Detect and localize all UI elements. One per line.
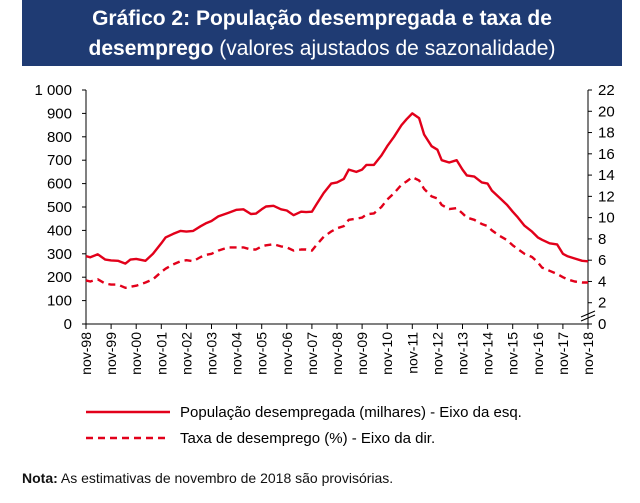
- y-right-tick-label: 20: [598, 103, 615, 120]
- x-tick-label: nov-18: [580, 332, 596, 375]
- x-tick-label: nov-14: [480, 332, 496, 375]
- x-tick-label: nov-04: [229, 332, 245, 375]
- x-tick-label: nov-15: [505, 332, 521, 375]
- series-line-unemployed-population: [85, 112, 589, 265]
- y-left-tick-label: 300: [47, 246, 72, 263]
- x-tick-label: nov-01: [153, 332, 169, 375]
- line-chart: 0 100 200 300 400 500 600 700 800 900 1 000 0 2 4 6 8 10…: [34, 82, 614, 447]
- legend-label: População desempregada (milhares) - Eixo…: [180, 404, 522, 421]
- y-right-tick-label: 10: [598, 210, 615, 227]
- y-left-tick-label: 200: [47, 269, 72, 286]
- x-tick-label: nov-09: [354, 332, 370, 375]
- y-right-tick-label: 8: [598, 231, 606, 248]
- y-right-tick-label: 6: [598, 252, 606, 269]
- y-right-tick-label: 18: [598, 125, 615, 142]
- x-tick-label: nov-03: [204, 332, 220, 375]
- y-left-tick-label: 900: [47, 105, 72, 122]
- y-left-tick-label: 100: [47, 293, 72, 310]
- y-right-tick-label: 22: [598, 82, 615, 99]
- chart-title-line-1: Gráfico 2: População desempregada e taxa…: [92, 7, 552, 30]
- x-tick-label: nov-06: [279, 332, 295, 375]
- chart-title-bar: Gráfico 2: População desempregada e taxa…: [22, 0, 622, 66]
- legend-label: Taxa de desemprego (%) - Eixo da dir.: [180, 430, 435, 447]
- chart-series: [85, 112, 589, 290]
- chart-axes: 0 100 200 300 400 500 600 700 800 900 1 000 0 2 4 6 8 10…: [34, 82, 614, 375]
- x-tick-label: nov-12: [429, 332, 445, 375]
- footnote-text: As estimativas de novembro de 2018 são p…: [60, 470, 394, 486]
- y-right-tick-label: 12: [598, 188, 615, 205]
- y-left-tick-label: 700: [47, 152, 72, 169]
- chart-subtitle: (valores ajustados de sazonalidade): [219, 37, 556, 60]
- y-left-tick-label: 400: [47, 222, 72, 239]
- chart-title-line-2: desemprego: [88, 37, 214, 60]
- y-left-tick-label: 800: [47, 129, 72, 146]
- y-left-tick-label: 1 000: [34, 82, 72, 99]
- x-tick-label: nov-10: [379, 332, 395, 375]
- series-line-unemployment-rate: [85, 175, 588, 290]
- y-left-tick-label: 500: [47, 199, 72, 216]
- x-tick-label: nov-98: [78, 332, 94, 375]
- y-right-tick-label: 16: [598, 146, 615, 163]
- y-right-tick-label: 14: [598, 167, 615, 184]
- x-tick-label: nov-16: [530, 332, 546, 375]
- axis-break-mark: [580, 310, 596, 318]
- x-tick-label: nov-99: [103, 332, 119, 375]
- x-tick-label: nov-11: [404, 332, 420, 374]
- y-right-tick-label: 0: [598, 316, 606, 333]
- y-right-tick-label: 2: [598, 295, 606, 312]
- x-tick-label: nov-05: [254, 332, 270, 375]
- x-tick-label: nov-13: [455, 332, 471, 375]
- x-tick-label: nov-17: [555, 332, 571, 375]
- x-tick-label: nov-02: [178, 332, 194, 375]
- x-tick-label: nov-08: [329, 332, 345, 375]
- x-tick-label: nov-07: [304, 332, 320, 375]
- footnote-label: Nota:: [22, 470, 58, 486]
- axis-break-mark: [580, 314, 596, 322]
- y-right-tick-label: 4: [598, 273, 606, 290]
- x-tick-label: nov-00: [128, 332, 144, 375]
- y-left-tick-label: 600: [47, 176, 72, 193]
- chart-legend: População desempregada (milhares) - Eixo…: [86, 404, 522, 447]
- footnote: Nota: As estimativas de novembro de 2018…: [22, 470, 393, 486]
- y-left-tick-label: 0: [64, 316, 72, 333]
